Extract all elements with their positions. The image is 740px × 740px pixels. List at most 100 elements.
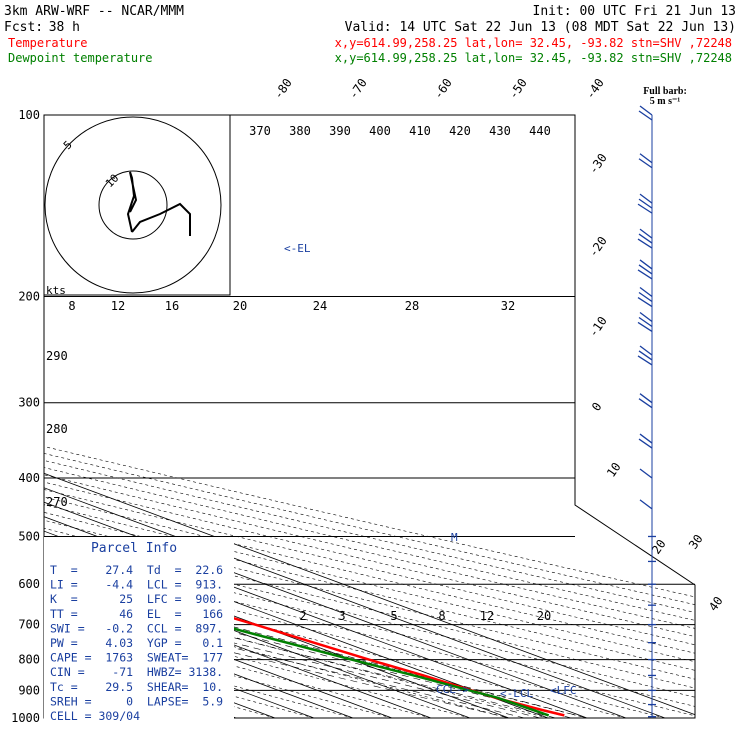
isotherm-tick-label: -10 xyxy=(586,314,610,340)
wind-barb-flag xyxy=(639,311,653,323)
kts-tick-label: 32 xyxy=(501,299,515,313)
wind-barb-flag xyxy=(638,264,653,275)
temperature-location: x,y=614.99,258.25 lat,lon= 32.45, -93.82… xyxy=(335,36,732,50)
parcel-info-row: CAPE = 1763 SWEAT= 177 xyxy=(50,651,223,665)
isotherm-line xyxy=(44,115,695,718)
pressure-tick-label: 300 xyxy=(18,396,40,410)
wind-barb-flag xyxy=(639,259,653,270)
theta-tick-label: 400 xyxy=(369,124,391,138)
forecast-hour: 38 h xyxy=(49,20,80,35)
dewpoint-profile-line xyxy=(44,115,550,717)
parcel-info-row: CIN = -71 HWBZ= 3138. xyxy=(50,665,223,679)
wind-barb-flag xyxy=(638,316,653,328)
hodograph-box xyxy=(43,114,231,296)
wind-barb xyxy=(639,499,653,510)
forecast-label: Fcst: xyxy=(4,20,43,35)
valid-time: Valid: 14 UTC Sat 22 Jun 13 (08 MDT Sat … xyxy=(345,20,736,35)
theta-e-label: 290 xyxy=(46,349,68,363)
theta-tick-label: 380 xyxy=(289,124,311,138)
pressure-tick-label: 100 xyxy=(18,108,40,122)
wind-barb-flag xyxy=(639,393,653,404)
parcel-info-box: Parcel Info T = 27.4 Td = 22.6LI = -4.4 … xyxy=(44,537,234,732)
moist-adiabat-line xyxy=(44,296,525,718)
pressure-tick-label: 900 xyxy=(18,683,40,697)
wind-barb-flag xyxy=(638,198,653,209)
moist-adiabat-line xyxy=(44,296,510,718)
isotherm-line xyxy=(44,115,666,718)
isotherm-tick-label: -20 xyxy=(586,234,610,260)
mixing-ratio-label: 3 xyxy=(338,609,345,623)
wind-barb-flag xyxy=(639,468,653,479)
wind-barb-flag xyxy=(638,291,653,303)
wind-barb xyxy=(637,193,653,214)
dry-adiabat-line xyxy=(44,115,695,718)
wind-barb-flag xyxy=(638,398,653,409)
wind-barb-flag xyxy=(638,158,653,169)
hodograph-trace xyxy=(126,171,138,233)
hodograph-units-label: kts xyxy=(46,284,66,297)
parcel-info-row: CELL = 309/04 xyxy=(50,709,140,723)
wind-barb-flag xyxy=(638,233,653,244)
wind-barb xyxy=(638,153,653,169)
kts-tick-label: 20 xyxy=(233,299,247,313)
kts-tick-label: 24 xyxy=(313,299,327,313)
wind-barb-flag xyxy=(637,355,653,366)
wind-barb-flag xyxy=(639,345,653,356)
moist-adiabat-line xyxy=(44,296,541,718)
wind-barb-flag xyxy=(637,238,653,249)
hodograph-ring-outer xyxy=(44,116,222,294)
wind-barb-flag xyxy=(638,438,653,449)
theta-tick-label: 440 xyxy=(529,124,551,138)
isotherm-line xyxy=(44,115,510,718)
pressure-tick-label: 600 xyxy=(18,577,40,591)
wind-barb-flag xyxy=(639,287,653,298)
wind-barb xyxy=(637,259,653,280)
mixing-ratio-label: 8 xyxy=(438,609,445,623)
mixing-ratio-label: 12 xyxy=(480,609,494,623)
parcel-info-row: K = 25 LFC = 900. xyxy=(50,592,223,606)
isotherm-tick-label: 40 xyxy=(706,594,726,614)
isotherm-line xyxy=(44,115,627,718)
mixing-ratio-label: 5 xyxy=(390,609,397,623)
parcel-info-row: T = 27.4 Td = 22.6 xyxy=(50,563,223,577)
pressure-tick-label: 500 xyxy=(18,529,40,543)
hodograph-trace xyxy=(131,202,191,236)
parcel-info-row: TT = 46 EL = 166 xyxy=(50,607,223,621)
wind-barb-flag xyxy=(637,203,653,214)
isotherm-tick-label: -40 xyxy=(583,76,607,102)
wind-legend-title: Full barb: xyxy=(643,86,687,97)
wind-barb-flag xyxy=(638,110,653,121)
mixing-ratio-label: 20 xyxy=(537,609,551,623)
pressure-tick-label: 800 xyxy=(18,653,40,667)
wind-barb-flag xyxy=(637,269,653,280)
isotherm-tick-label: -70 xyxy=(346,76,370,102)
parcel-info-row: PW = 4.03 YGP = 0.1 xyxy=(50,636,223,650)
wind-barb xyxy=(638,105,653,121)
parcel-info-row: SREH = 0 LAPSE= 5.9 xyxy=(50,694,223,708)
dry-adiabat-line xyxy=(44,115,627,718)
isotherm-tick-label: 10 xyxy=(604,460,624,480)
theta-tick-label: 410 xyxy=(409,124,431,138)
kts-tick-label: 8 xyxy=(68,299,75,313)
theta-tick-label: 420 xyxy=(449,124,471,138)
isotherm-tick-label: -30 xyxy=(586,151,610,177)
kts-tick-label: 12 xyxy=(111,299,125,313)
dewpoint-legend: Dewpoint temperature xyxy=(8,51,153,65)
wind-barb-flag xyxy=(639,105,653,116)
pressure-tick-label: 200 xyxy=(18,290,40,304)
wind-barb-flag xyxy=(637,321,653,333)
lcl-marker: <-LCL xyxy=(500,687,533,700)
dry-adiabat-line xyxy=(44,115,471,718)
dry-adiabat-line xyxy=(44,115,695,718)
parcel-info-row: LI = -4.4 LCL = 913. xyxy=(50,578,223,592)
wind-barb-flag xyxy=(639,193,653,204)
wind-barb xyxy=(639,468,653,479)
pressure-tick-label: 1000 xyxy=(11,711,40,725)
wind-barb xyxy=(638,433,653,449)
isotherm-line xyxy=(44,115,549,718)
wind-barb xyxy=(637,311,653,333)
wind-barb xyxy=(637,345,653,366)
wind-barb xyxy=(638,393,653,409)
wind-barb xyxy=(637,228,653,249)
